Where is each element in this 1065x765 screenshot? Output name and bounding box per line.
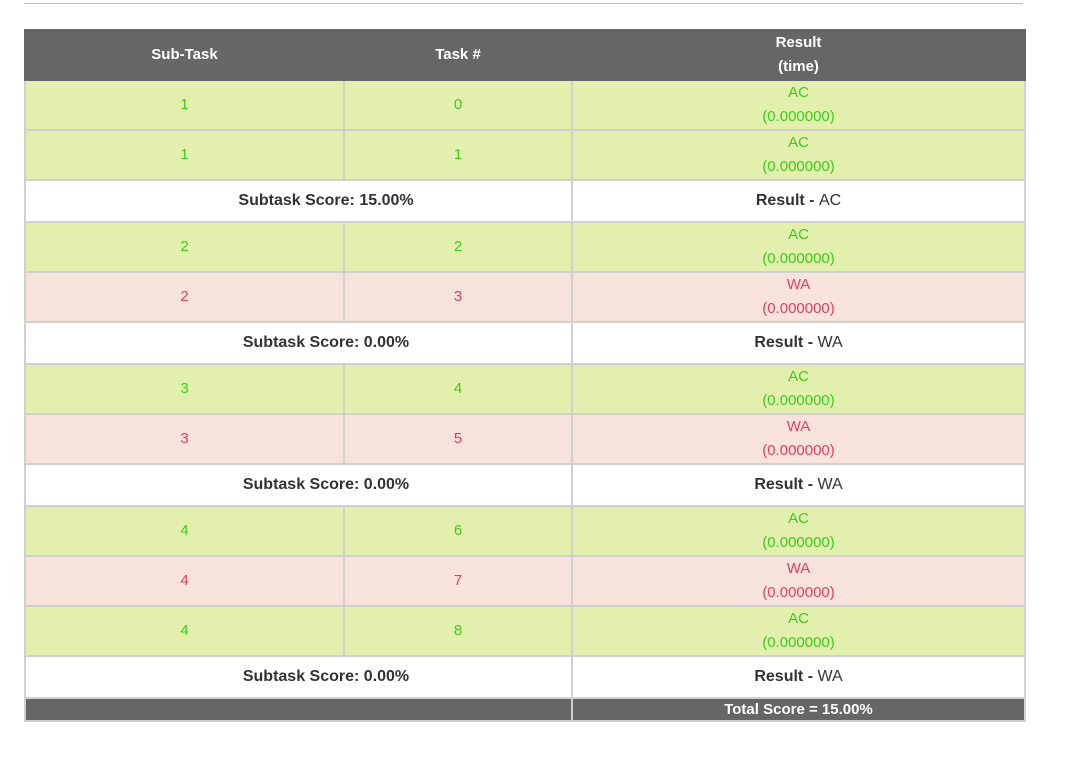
subtask-cell: 2	[24, 221, 345, 273]
result-verdict: AC	[788, 84, 809, 101]
subtask-result-label: Result -	[754, 476, 818, 493]
result-time: (0.000000)	[762, 534, 835, 551]
subtask-result-label: Result -	[754, 334, 818, 351]
subtask-cell: 3	[24, 363, 345, 415]
header-result: Result (time)	[571, 29, 1026, 81]
subtask-score: Subtask Score: 0.00%	[24, 463, 573, 507]
subtask-result-value: WA	[817, 334, 843, 351]
total-score: Total Score = 15.00%	[571, 697, 1026, 722]
task-row: 1 0 AC (0.000000)	[24, 79, 1026, 131]
result-verdict: AC	[788, 134, 809, 151]
result-verdict: WA	[786, 276, 811, 293]
header-task: Task #	[343, 29, 573, 81]
subtask-result-label: Result -	[755, 192, 819, 209]
task-row: 4 6 AC (0.000000)	[24, 505, 1026, 557]
result-cell: AC (0.000000)	[571, 221, 1026, 273]
task-cell: 4	[343, 363, 573, 415]
result-verdict: AC	[788, 368, 809, 385]
subtask-cell: 1	[24, 129, 345, 181]
result-verdict: AC	[788, 610, 809, 627]
subtask-summary-row: Subtask Score: 15.00% Result - AC	[24, 179, 1026, 223]
subtask-summary-row: Subtask Score: 0.00% Result - WA	[24, 463, 1026, 507]
subtask-result: Result - WA	[571, 463, 1026, 507]
task-cell: 7	[343, 555, 573, 607]
task-row: 1 1 AC (0.000000)	[24, 129, 1026, 181]
task-cell: 5	[343, 413, 573, 465]
result-cell: WA (0.000000)	[571, 413, 1026, 465]
result-cell: AC (0.000000)	[571, 605, 1026, 657]
task-row: 4 7 WA (0.000000)	[24, 555, 1026, 607]
subtask-cell: 2	[24, 271, 345, 323]
subtask-cell: 3	[24, 413, 345, 465]
task-cell: 8	[343, 605, 573, 657]
task-row: 3 4 AC (0.000000)	[24, 363, 1026, 415]
subtask-cell: 4	[24, 605, 345, 657]
subtask-result-label: Result -	[754, 668, 818, 685]
subtask-result-value: WA	[817, 668, 843, 685]
subtask-score: Subtask Score: 0.00%	[24, 655, 573, 699]
subtask-summary-row: Subtask Score: 0.00% Result - WA	[24, 655, 1026, 699]
task-cell: 0	[343, 79, 573, 131]
result-time: (0.000000)	[762, 158, 835, 175]
results-body: 1 0 AC (0.000000) 1 1 AC (0.000000) Subtask Scor…	[24, 79, 1026, 722]
subtask-result-value: WA	[817, 476, 843, 493]
task-cell: 3	[343, 271, 573, 323]
result-time: (0.000000)	[762, 634, 835, 651]
result-verdict: WA	[786, 418, 811, 435]
subtask-cell: 4	[24, 505, 345, 557]
result-time: (0.000000)	[762, 392, 835, 409]
task-row: 3 5 WA (0.000000)	[24, 413, 1026, 465]
results-table: Sub-Task Task # Result (time) 1 0 AC (0.000…	[24, 29, 1026, 722]
result-cell: AC (0.000000)	[571, 79, 1026, 131]
subtask-cell: 1	[24, 79, 345, 131]
task-row: 4 8 AC (0.000000)	[24, 605, 1026, 657]
header-subtask: Sub-Task	[24, 29, 345, 81]
result-time: (0.000000)	[762, 250, 835, 267]
top-divider	[24, 3, 1023, 4]
result-verdict: AC	[788, 226, 809, 243]
subtask-result: Result - WA	[571, 655, 1026, 699]
task-row: 2 2 AC (0.000000)	[24, 221, 1026, 273]
result-time: (0.000000)	[762, 442, 835, 459]
header-result-label: Result	[775, 34, 822, 51]
result-cell: WA (0.000000)	[571, 555, 1026, 607]
header-result-time-label: (time)	[778, 58, 819, 75]
task-cell: 1	[343, 129, 573, 181]
subtask-result-value: AC	[818, 192, 842, 209]
subtask-summary-row: Subtask Score: 0.00% Result - WA	[24, 321, 1026, 365]
task-cell: 6	[343, 505, 573, 557]
result-time: (0.000000)	[762, 300, 835, 317]
result-cell: AC (0.000000)	[571, 129, 1026, 181]
subtask-result: Result - WA	[571, 321, 1026, 365]
subtask-score: Subtask Score: 15.00%	[24, 179, 573, 223]
total-row: Total Score = 15.00%	[24, 697, 1026, 722]
task-row: 2 3 WA (0.000000)	[24, 271, 1026, 323]
result-cell: WA (0.000000)	[571, 271, 1026, 323]
result-verdict: AC	[788, 510, 809, 527]
result-cell: AC (0.000000)	[571, 505, 1026, 557]
total-spacer	[24, 697, 573, 722]
subtask-cell: 4	[24, 555, 345, 607]
header-row: Sub-Task Task # Result (time)	[24, 29, 1026, 81]
result-time: (0.000000)	[762, 584, 835, 601]
result-time: (0.000000)	[762, 108, 835, 125]
subtask-result: Result - AC	[571, 179, 1026, 223]
result-verdict: WA	[786, 560, 811, 577]
task-cell: 2	[343, 221, 573, 273]
subtask-score: Subtask Score: 0.00%	[24, 321, 573, 365]
result-cell: AC (0.000000)	[571, 363, 1026, 415]
